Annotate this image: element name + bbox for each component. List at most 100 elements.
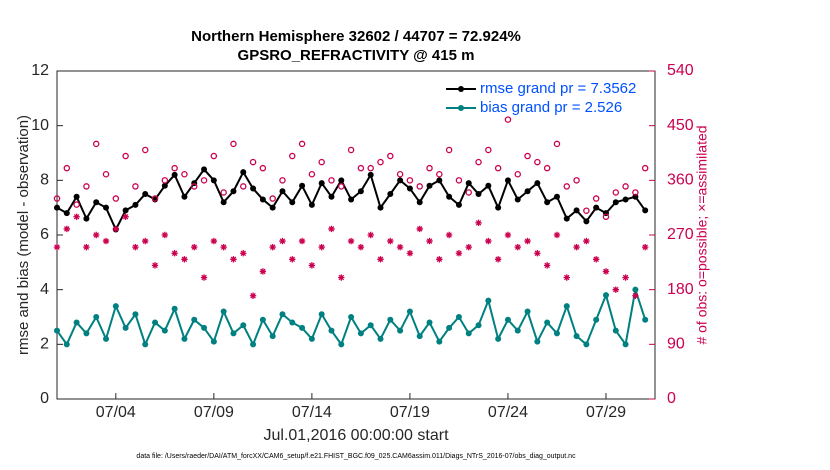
point [132, 311, 139, 318]
point [54, 204, 60, 211]
possible-marker [534, 158, 541, 166]
point [142, 341, 149, 348]
possible-marker [524, 152, 531, 160]
point [406, 185, 413, 192]
possible-marker [289, 152, 296, 160]
point [485, 297, 492, 304]
possible-marker [161, 177, 169, 184]
point [357, 330, 364, 337]
point [377, 335, 384, 342]
point [622, 341, 629, 348]
point [269, 204, 276, 211]
point [612, 327, 619, 334]
assimilated-marker [622, 274, 629, 281]
possible-marker [583, 207, 590, 214]
possible-marker [504, 116, 512, 123]
possible-marker [240, 183, 247, 190]
possible-marker [181, 171, 188, 178]
assimilated-marker [514, 243, 521, 251]
assimilated-marker [289, 256, 296, 263]
point [83, 215, 90, 222]
point [289, 199, 296, 206]
assimilated-marker [338, 274, 345, 281]
point [397, 327, 404, 334]
x-tick-label: 07/24 [488, 404, 528, 421]
assimilated-marker [387, 237, 394, 245]
point [338, 341, 345, 348]
point [367, 322, 374, 329]
point [475, 322, 482, 329]
point [122, 324, 129, 331]
possible-marker [338, 183, 345, 190]
assimilated-marker [553, 231, 561, 239]
point [348, 196, 355, 203]
possible-marker [396, 171, 404, 178]
assimilated-marker [583, 237, 590, 245]
possible-marker [92, 140, 100, 148]
point [397, 177, 404, 184]
possible-marker [641, 164, 649, 172]
point [103, 335, 110, 342]
point [553, 193, 560, 200]
possible-marker [122, 152, 129, 160]
x-axis-label: Jul.01,2016 00:00:00 start [263, 427, 449, 444]
point [583, 341, 590, 348]
assimilated-marker [416, 225, 423, 233]
point [73, 193, 80, 200]
y2-tick-label: 180 [667, 281, 694, 298]
point [338, 177, 345, 184]
possible-marker [416, 183, 423, 190]
y-tick-label: 4 [40, 281, 49, 298]
y-tick-label: 2 [40, 336, 49, 353]
assimilated-marker [592, 256, 600, 263]
point [220, 308, 227, 315]
point [161, 327, 168, 334]
point [93, 199, 100, 206]
assimilated-marker [347, 237, 355, 245]
possible-marker [357, 164, 365, 172]
assimilated-marker [465, 243, 472, 251]
possible-marker [347, 146, 355, 154]
point [475, 191, 482, 197]
point [504, 316, 511, 323]
point [54, 327, 60, 334]
point [240, 169, 247, 176]
y2-tick-label: 540 [667, 62, 694, 79]
point [622, 196, 629, 203]
assimilated-marker [279, 237, 286, 245]
legend-label: bias grand pr = 2.526 [480, 99, 622, 116]
point [387, 191, 394, 197]
assimilated-marker [63, 225, 71, 233]
y2-tick-label: 0 [667, 390, 676, 407]
possible-marker [132, 183, 139, 190]
assimilated-marker [298, 237, 306, 245]
point [279, 311, 286, 318]
point [465, 330, 472, 337]
assimilated-marker [93, 231, 100, 239]
point [534, 338, 541, 345]
assimilated-marker [328, 225, 335, 233]
assimilated-marker [210, 237, 218, 245]
point [181, 335, 188, 342]
point [514, 327, 521, 334]
point [348, 314, 355, 320]
point [308, 335, 315, 342]
point [122, 207, 129, 214]
y2-tick-label: 270 [667, 226, 694, 243]
point [485, 182, 492, 189]
point [73, 319, 80, 326]
possible-marker [308, 171, 316, 178]
point [524, 308, 531, 315]
point [553, 330, 560, 337]
point [436, 338, 443, 345]
y2-tick-label: 360 [667, 172, 694, 189]
possible-marker [602, 213, 610, 221]
point [328, 193, 335, 200]
point [426, 182, 433, 189]
y-axis-label: rmse and bias (model - observation) [15, 115, 32, 355]
y2-tick-label: 90 [667, 336, 685, 353]
point [465, 180, 472, 187]
point [426, 319, 433, 326]
point [299, 182, 306, 189]
